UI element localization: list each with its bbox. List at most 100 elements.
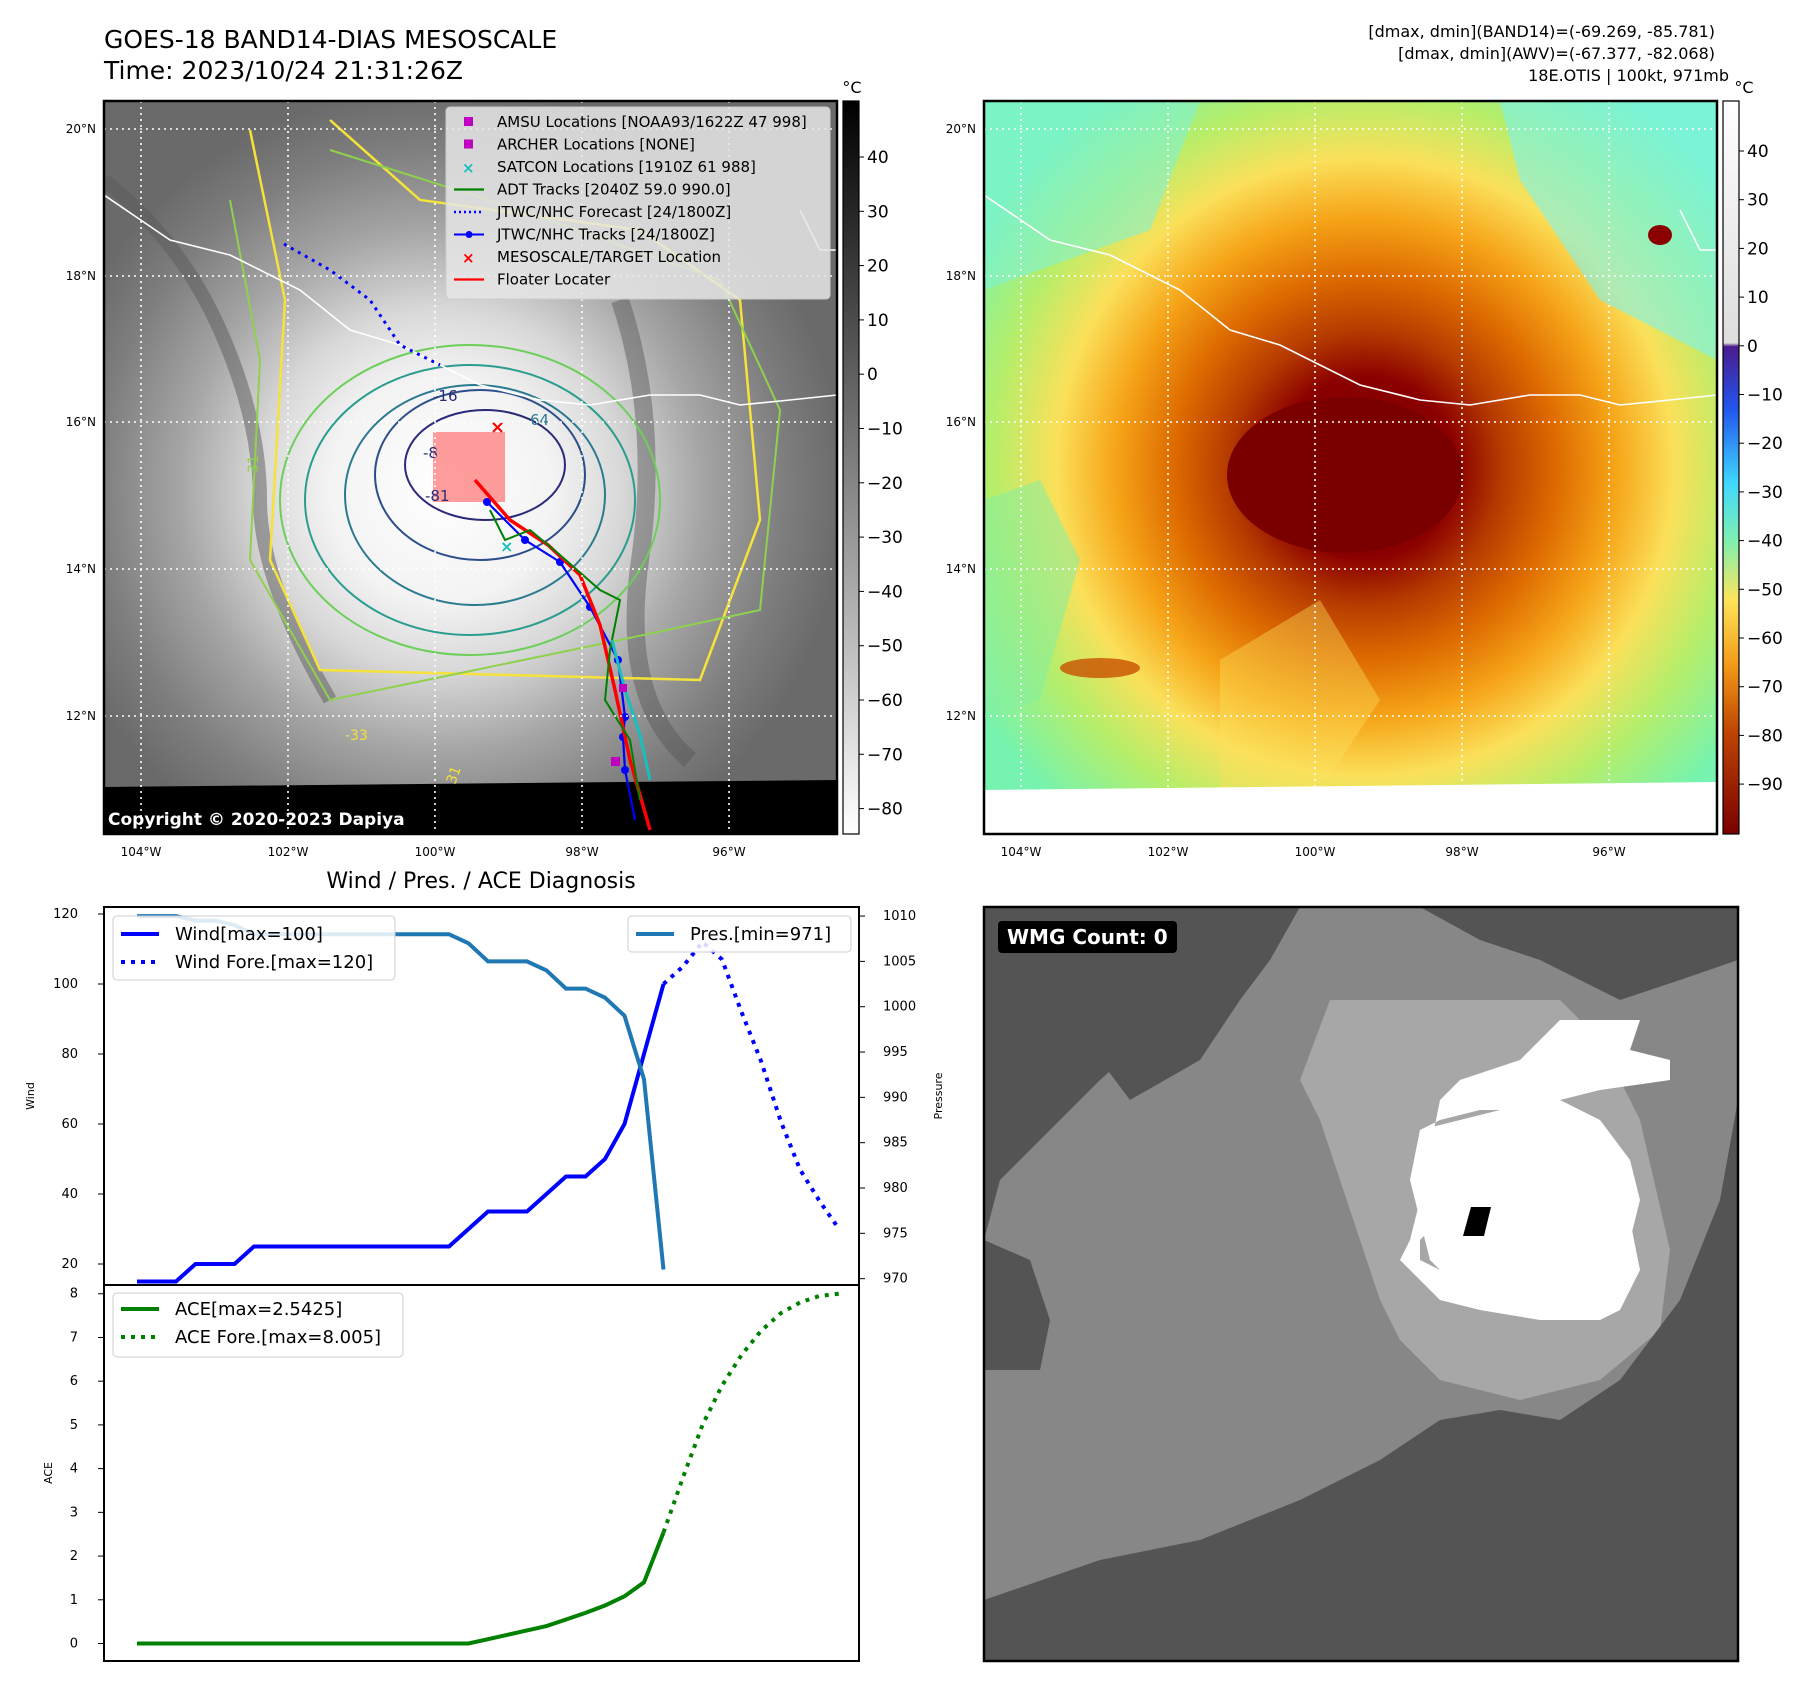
colorbar-tick-label: 30 [1747,191,1769,211]
wmg-count-badge: WMG Count: 0 [998,921,1177,953]
figure-time: Time: 2023/10/24 21:31:26Z [104,56,463,85]
y-tick-label: 60 [61,1117,78,1132]
legend-label: AMSU Locations [NOAA93/1622Z 47 998] [497,113,807,131]
lon-tick-label: 102°W [1148,845,1189,859]
legend-label: Pres.[min=971] [690,924,831,945]
y-tick-label: 7 [70,1330,78,1345]
copyright-label: Copyright © 2020-2023 Dapiya [108,810,405,830]
colorbar-tick-label: −40 [867,582,903,602]
legend-item: × SATCON Locations [1910Z 61 988] [462,158,756,177]
colorbar-tick-label: −80 [867,800,903,820]
map1-frame [102,99,839,836]
colorbar-tick-label: −60 [867,691,903,711]
svg-text:×: × [500,537,513,556]
y-tick-label: 120 [53,907,78,922]
pressure-legend: Pres.[min=971] [627,915,852,953]
legend-label: JTWC/NHC Tracks [24/1800Z] [496,226,715,244]
legend-label: Floater Locater [497,271,611,289]
contour-label-1: -16 [433,387,458,405]
lon-tick-label: 98°W [1445,845,1478,859]
y2-tick-label: 970 [883,1272,908,1287]
colorbar-tick-label: 10 [867,311,889,331]
colorbar-tick-label: 0 [867,365,878,385]
y2-tick-label: 990 [883,1090,908,1105]
colorbar-tick-label: −40 [1747,532,1783,552]
legend-label: ADT Tracks [2040Z 59.0 990.0] [497,181,731,199]
colorbar-gray-unit: °C [842,78,861,97]
legend-label: ACE[max=2.5425] [175,1299,342,1320]
contour-label-5: -31 [246,455,262,478]
colorbar-tick-label: −60 [1747,629,1783,649]
storm-info: 18E.OTIS | 100kt, 971mb [1528,66,1729,85]
svg-text:×: × [490,417,505,438]
legend-marker: × [462,249,475,267]
y2-tick-label: 980 [883,1181,908,1196]
ir-map-colored [984,101,1717,834]
y-tick-label: 3 [70,1505,78,1520]
y2-tick-label: 985 [883,1136,908,1151]
y-tick-label: 20 [61,1257,78,1272]
contour-label-4: 64 [530,411,549,429]
diag-title: Wind / Pres. / ACE Diagnosis [326,869,635,894]
colorbar-tick-label: −30 [1747,483,1783,503]
lat-tick-label: 12°N [946,709,976,723]
y-tick-label: 100 [53,977,78,992]
contour-label-3: -81 [425,487,450,505]
lon-tick-label: 100°W [1295,845,1336,859]
lon-tick-label: 96°W [712,845,745,859]
wmg-panel [982,905,1740,1663]
legend-item: AMSU Locations [NOAA93/1622Z 47 998] [464,113,807,131]
colorbar-tick-label: 40 [1747,142,1769,162]
legend-item: ADT Tracks [2040Z 59.0 990.0] [454,181,731,199]
map2-frame [982,99,1719,836]
contour-label-7: 31 [444,764,465,786]
y-axis-label: ACE [42,1462,55,1484]
y2-tick-label: 1010 [883,909,916,924]
y-tick-label: 1 [70,1593,78,1608]
lon-tick-label: 98°W [565,845,598,859]
ace-chart: 0 1 2 3 4 5 6 7 8 ACE ACE[max=2.5425] ACE Fore.[max… [42,1284,860,1662]
y2-tick-label: 995 [883,1045,908,1060]
y2-tick-label: 1000 [883,1000,916,1015]
lat-tick-label: 14°N [66,562,96,576]
stats-band14: [dmax, dmin](BAND14)=(-69.269, -85.781) [1368,22,1715,41]
colorbar-tick-label: 10 [1747,288,1769,308]
legend-label: Wind[max=100] [175,924,323,945]
legend-marker [464,139,473,149]
series-line [662,939,841,1231]
colorbar-tick-label: −50 [867,637,903,657]
lat-tick-label: 14°N [946,562,976,576]
y-tick-label: 0 [70,1637,78,1652]
colorbar-tick-label: 30 [867,202,889,222]
legend-item: ARCHER Locations [NONE] [464,136,695,154]
colorbar-tick-label: −20 [1747,434,1783,454]
y-tick-label: 80 [61,1047,78,1062]
colorbar-tick-label: −70 [867,745,903,765]
legend-marker-dot [465,231,473,238]
y-tick-label: 4 [70,1462,78,1477]
y2-tick-label: 975 [883,1226,908,1241]
map2-axis-labels: 104°W 102°W 100°W 98°W 96°W 20°N 18°N 16°N 14°N 1… [946,122,1626,859]
legend-item: JTWC/NHC Tracks [24/1800Z] [454,226,715,244]
colorbar-tick-label: −10 [867,420,903,440]
wind-pressure-chart: 20 40 60 80 100 120 970 975 980 985 990 995 1000 1005… [24,906,945,1287]
colorbar-tick-label: −10 [1747,386,1783,406]
legend-marker: × [462,159,475,177]
colorbar-tick-label: 20 [1747,239,1769,259]
y-tick-label: 5 [70,1418,78,1433]
lat-tick-label: 20°N [66,122,96,136]
colorbar-tick-label: −20 [867,474,903,494]
map-legend: AMSU Locations [NOAA93/1622Z 47 998] ARCH… [445,106,831,300]
legend-item: Floater Locater [454,271,611,289]
map1-axis-labels: 104°W 102°W 100°W 98°W 96°W 20°N 18°N 16°N 14°N 1… [66,122,746,859]
series-line [137,983,666,1284]
lon-tick-label: 102°W [268,845,309,859]
contour-label-6: -33 [345,728,368,744]
lon-tick-label: 100°W [415,845,456,859]
y-tick-label: 8 [70,1287,78,1302]
legend-label: Wind Fore.[max=120] [175,952,373,973]
contour-label-2: -8 [423,444,438,462]
colorbar-tick-label: −90 [1747,775,1783,795]
